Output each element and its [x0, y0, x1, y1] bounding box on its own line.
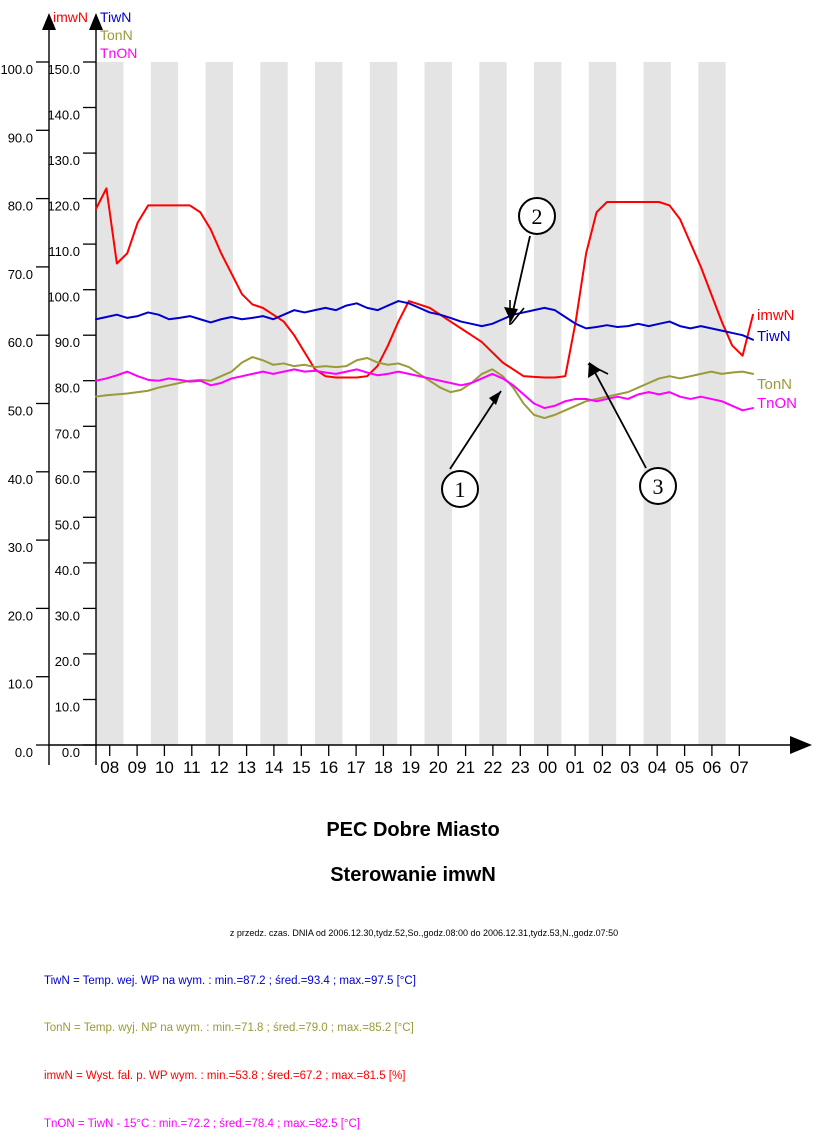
- legend-row-imwn: imwN = Wyst. fal. p. WP wym. : min.=53.8…: [44, 1070, 405, 1082]
- x-axis-hour-label: 13: [237, 758, 256, 777]
- temp-axis-tick-label: 10.0: [55, 700, 80, 715]
- left-axis-tick-label: 0.0: [15, 745, 33, 760]
- legend-row-tonn: TonN = Temp. wyj. NP na wym. : min.=71.8…: [44, 1022, 414, 1034]
- left-axis-tick-label: 50.0: [8, 404, 33, 419]
- x-axis-hour-label: 14: [264, 758, 283, 777]
- callout-1: 1: [441, 390, 502, 508]
- left-axis-tick-label: 90.0: [8, 130, 33, 145]
- callout-3: 3: [587, 362, 677, 505]
- temp-axis-tick-label: 90.0: [55, 335, 80, 350]
- left-axis-tick-label: 80.0: [8, 199, 33, 214]
- x-axis-hour-label: 03: [620, 758, 639, 777]
- temp-axis-tick-label: 110.0: [48, 244, 80, 259]
- series-curves: [95, 187, 754, 420]
- x-axis-hour-label: 02: [593, 758, 612, 777]
- series-label-imwn: imwN: [757, 307, 795, 324]
- series-line-tiwn: [95, 300, 754, 341]
- temp-axis-tick-label: 120.0: [47, 199, 80, 214]
- series-label-tonn: TonN: [757, 376, 792, 393]
- left-axis-tick-label: 70.0: [8, 267, 33, 282]
- x-axis-hour-label: 23: [511, 758, 530, 777]
- series-line-tnon: [95, 368, 754, 412]
- temp-axis-title-tonn: TonN: [100, 27, 133, 43]
- temp-axis-tick-label: 140.0: [47, 108, 80, 123]
- hour-band: [424, 62, 452, 745]
- x-axis: 08 09 10 11 12 13 14 15 16 17 18 19 20 21 22 23 00 01 02 03…: [49, 736, 812, 777]
- x-axis-hour-label: 15: [292, 758, 311, 777]
- hour-band: [205, 62, 233, 745]
- x-axis-hour-label: 22: [483, 758, 502, 777]
- temp-axis-tick-label: 0.0: [62, 745, 80, 760]
- callout-2: 2: [504, 197, 556, 325]
- hour-band: [150, 62, 179, 745]
- temp-axis-tick-label: 50.0: [55, 517, 80, 532]
- x-axis-hour-label: 10: [155, 758, 174, 777]
- temp-axis-tick-label: 30.0: [55, 608, 80, 623]
- x-axis-hour-label: 18: [374, 758, 393, 777]
- x-axis-hour-label: 07: [730, 758, 749, 777]
- hour-band: [369, 62, 398, 745]
- series-label-tiwn: TiwN: [757, 328, 791, 345]
- x-axis-hour-label: 16: [319, 758, 338, 777]
- temp-axis-tick-label: 130.0: [47, 153, 80, 168]
- hour-band: [534, 62, 562, 745]
- hour-band: [315, 62, 343, 745]
- left-axis-tick-label: 20.0: [8, 608, 33, 623]
- left-axis: 0.0 10.0 20.0 30.0 40.0 50.0 60.0 70.0 80.0 90.0 1…: [0, 13, 56, 765]
- legend-row-tiwn: TiwN = Temp. wej. WP na wym. : min.=87.2…: [44, 975, 416, 987]
- series-label-tnon: TnON: [757, 395, 797, 412]
- left-axis-title: imwN: [53, 9, 88, 25]
- temp-axis-tick-label: 20.0: [55, 654, 80, 669]
- x-axis-hour-label: 01: [566, 758, 585, 777]
- callout-2-label: 2: [532, 204, 543, 229]
- x-axis-hour-label: 00: [538, 758, 557, 777]
- x-axis-hour-label: 20: [429, 758, 448, 777]
- temp-axis: 0.0 10.0 20.0 30.0 40.0 50.0 60.0 70.0 80.0 90.0 1…: [47, 13, 103, 765]
- left-axis-tick-label: 10.0: [8, 677, 33, 692]
- left-axis-tick-label: 100.0: [0, 62, 33, 77]
- x-axis-hour-label: 08: [100, 758, 119, 777]
- temp-axis-title-tiwn: TiwN: [100, 9, 131, 25]
- time-range-text: z przedz. czas. DNIA od 2006.12.30,tydz.…: [230, 928, 618, 938]
- x-axis-hour-label: 04: [648, 758, 667, 777]
- hour-band: [698, 62, 726, 745]
- x-axis-hour-label: 11: [183, 758, 201, 777]
- callout-1-label: 1: [455, 477, 466, 502]
- x-axis-hour-label: 05: [675, 758, 694, 777]
- temp-axis-title-tnon: TnON: [100, 45, 137, 61]
- temp-axis-tick-label: 70.0: [55, 426, 80, 441]
- temp-axis-tick-label: 80.0: [55, 381, 80, 396]
- x-axis-hour-label: 21: [456, 758, 475, 777]
- temp-axis-tick-label: 40.0: [55, 563, 80, 578]
- left-axis-tick-label: 60.0: [8, 335, 33, 350]
- left-axis-tick-label: 30.0: [8, 540, 33, 555]
- hour-band: [96, 62, 124, 745]
- temp-axis-tick-label: 60.0: [55, 472, 80, 487]
- series-end-labels: imwN TiwN TonN TnON: [757, 307, 797, 412]
- series-line-imwn: [95, 187, 754, 379]
- page-title: PEC Dobre Miasto: [326, 819, 499, 841]
- page-subtitle: Sterowanie imwN: [330, 864, 496, 886]
- x-axis-hour-label: 12: [210, 758, 229, 777]
- temp-axis-tick-label: 150.0: [47, 62, 80, 77]
- x-axis-hour-label: 06: [702, 758, 721, 777]
- x-axis-hour-label: 17: [347, 758, 366, 777]
- legend-row-tnon: TnON = TiwN - 15°C : min.=72.2 ; śred.=7…: [44, 1118, 360, 1130]
- x-axis-hour-label: 19: [401, 758, 420, 777]
- left-axis-tick-label: 40.0: [8, 472, 33, 487]
- x-axis-hour-label: 09: [128, 758, 147, 777]
- hour-band: [260, 62, 288, 745]
- temp-axis-tick-label: 100.0: [47, 290, 80, 305]
- hour-bands: [96, 62, 726, 745]
- hour-band: [643, 62, 671, 745]
- callout-3-label: 3: [653, 474, 664, 499]
